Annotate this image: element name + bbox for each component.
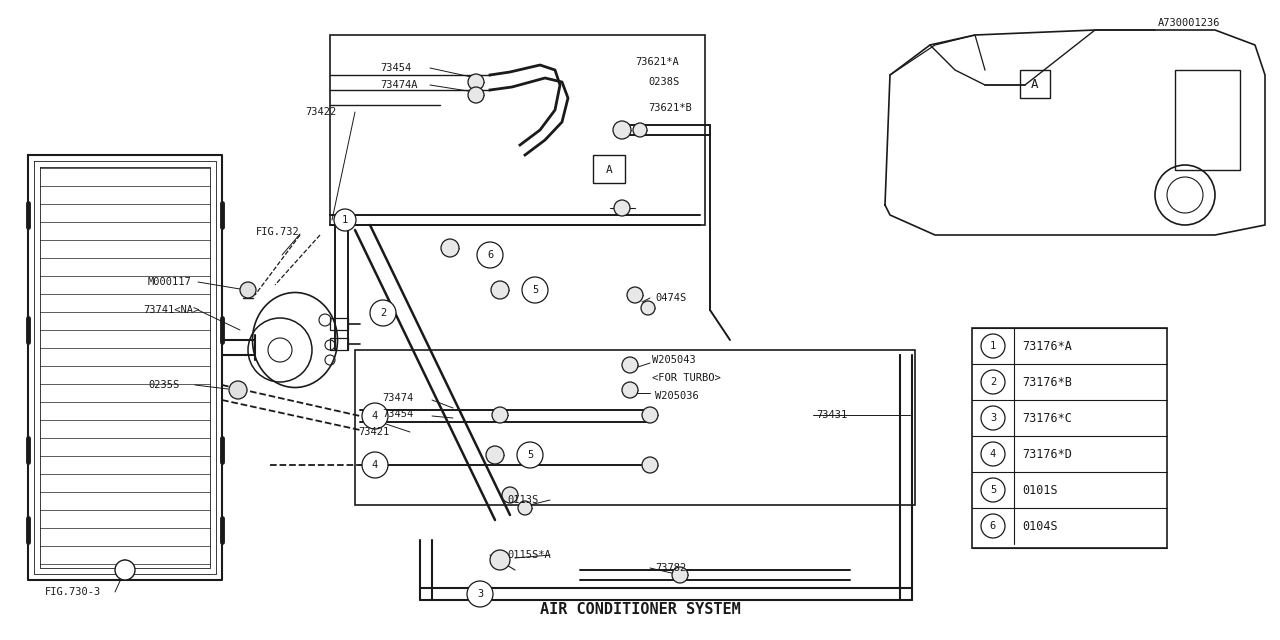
Text: 0101S: 0101S [1021,483,1057,497]
Text: 0104S: 0104S [1021,520,1057,532]
Circle shape [980,406,1005,430]
Circle shape [643,457,658,473]
Text: 3: 3 [989,413,996,423]
Circle shape [370,300,396,326]
Text: 0235S: 0235S [148,380,179,390]
Text: 0238S: 0238S [648,77,680,87]
Circle shape [980,478,1005,502]
Circle shape [517,442,543,468]
Text: 5: 5 [989,485,996,495]
Text: 73176*A: 73176*A [1021,339,1071,353]
Text: AIR CONDITIONER SYSTEM: AIR CONDITIONER SYSTEM [540,602,740,618]
Text: A: A [605,165,612,175]
Circle shape [115,560,134,580]
Circle shape [468,74,484,90]
Text: 73454: 73454 [381,409,413,419]
Text: 73782: 73782 [655,563,686,573]
Text: 1: 1 [989,341,996,351]
Text: <FOR TURBO>: <FOR TURBO> [652,373,721,383]
Text: 73176*B: 73176*B [1021,376,1071,388]
Circle shape [613,121,631,139]
Circle shape [477,242,503,268]
Text: A730001236: A730001236 [1157,18,1220,28]
Circle shape [634,123,646,137]
Text: 1: 1 [342,215,348,225]
Circle shape [672,567,689,583]
Circle shape [490,550,509,570]
Text: 4: 4 [989,449,996,459]
Bar [1175,70,1240,170]
Circle shape [486,446,504,464]
Text: 73454: 73454 [380,63,411,73]
Circle shape [502,487,518,503]
Bar [1020,70,1050,98]
Text: 6: 6 [486,250,493,260]
Circle shape [980,442,1005,466]
Text: 73421: 73421 [358,427,389,437]
Bar [330,338,348,350]
Bar [593,155,625,183]
Text: M000117: M000117 [148,277,192,287]
Text: 2: 2 [989,377,996,387]
Circle shape [622,357,637,373]
Text: FIG.730-3: FIG.730-3 [45,587,101,597]
Circle shape [980,514,1005,538]
Text: 4: 4 [372,411,378,421]
Circle shape [980,370,1005,394]
Text: 4: 4 [372,460,378,470]
Text: 73422: 73422 [305,107,337,117]
Circle shape [241,282,256,298]
Circle shape [467,581,493,607]
Text: 73621*B: 73621*B [648,103,691,113]
Circle shape [980,334,1005,358]
Circle shape [522,277,548,303]
Circle shape [362,403,388,429]
Circle shape [229,381,247,399]
Bar [330,318,348,330]
Bar [330,35,705,225]
Bar [355,350,915,505]
Text: FIG.732: FIG.732 [256,227,300,237]
Text: 73621*A: 73621*A [635,57,678,67]
Text: 3: 3 [477,589,483,599]
Text: 73431: 73431 [817,410,847,420]
Text: 2: 2 [380,308,387,318]
Circle shape [268,338,292,362]
Text: 73474: 73474 [381,393,413,403]
Text: 73741<NA>: 73741<NA> [143,305,200,315]
Circle shape [614,200,630,216]
Circle shape [362,452,388,478]
Circle shape [492,281,509,299]
Text: 0113S: 0113S [507,495,539,505]
Circle shape [492,407,508,423]
Circle shape [518,501,532,515]
Circle shape [334,209,356,231]
Text: W205043: W205043 [652,355,696,365]
Circle shape [442,239,460,257]
Text: 5: 5 [527,450,534,460]
Text: 73176*D: 73176*D [1021,447,1071,461]
Text: 6: 6 [989,521,996,531]
Text: 73474A: 73474A [380,80,417,90]
Text: 73176*C: 73176*C [1021,412,1071,424]
Text: 5: 5 [532,285,538,295]
Circle shape [468,87,484,103]
Circle shape [622,382,637,398]
Text: 0115S*A: 0115S*A [507,550,550,560]
Circle shape [641,301,655,315]
Text: W205036: W205036 [655,391,699,401]
Text: 0474S: 0474S [655,293,686,303]
Text: A: A [1032,77,1039,90]
Bar [972,328,1167,548]
Circle shape [627,287,643,303]
Circle shape [643,407,658,423]
